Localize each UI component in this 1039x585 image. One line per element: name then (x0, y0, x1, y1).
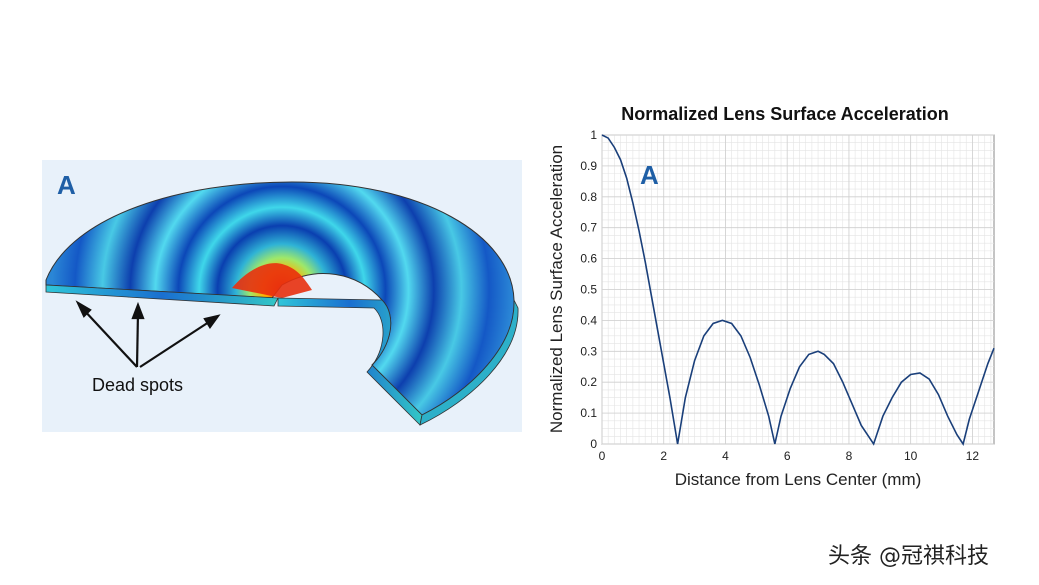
y-tick-label: 0.5 (580, 283, 597, 297)
left-panel-label: A (57, 170, 76, 200)
y-tick-label: 0.7 (580, 221, 597, 235)
x-axis-label: Distance from Lens Center (mm) (675, 470, 922, 489)
y-tick-label: 0.8 (580, 190, 597, 204)
x-tick-label: 6 (784, 449, 791, 463)
lens-center-peak (232, 263, 312, 298)
grid-lines (601, 134, 994, 445)
x-tick-label: 8 (846, 449, 853, 463)
x-tick-label: 0 (599, 449, 606, 463)
y-tick-label: 0.2 (580, 375, 597, 389)
x-tick-label: 12 (966, 449, 980, 463)
y-tick-label: 1 (590, 128, 597, 142)
lens-deformation-figure (45, 181, 519, 426)
y-tick-label: 0.6 (580, 252, 597, 266)
y-tick-label: 0.3 (580, 344, 597, 358)
chart-panel-label: A (640, 160, 659, 190)
series-line (601, 134, 995, 446)
x-tick-label: 4 (722, 449, 729, 463)
lens-ring-edge (45, 280, 279, 307)
y-tick-label: 0.4 (580, 313, 597, 327)
y-axis-label: Normalized Lens Surface Acceleration (547, 145, 566, 433)
x-tick-label: 10 (904, 449, 918, 463)
y-tick-label: 0.9 (580, 159, 597, 173)
y-tick-label: 0.1 (580, 406, 597, 420)
simulation-image (42, 160, 522, 432)
dead-spots-annotation: Dead spots (92, 375, 184, 395)
chart-title: Normalized Lens Surface Acceleration (621, 104, 948, 124)
lens-outer-rim (419, 299, 519, 426)
y-tick-label: 0 (590, 437, 597, 451)
watermark: 头条 @冠祺科技 (828, 544, 989, 569)
x-tick-label: 2 (660, 449, 667, 463)
tick-labels: 0 2 4 6 8 10 12 0 0.1 0.2 0.3 0.4 0.5 0.6 0.7 0.8 0.9 1 (580, 128, 979, 463)
acceleration-chart: Normalized Lens Surface Acceleration 0 2 4… (547, 104, 995, 489)
dead-spot-arrows (75, 300, 221, 368)
